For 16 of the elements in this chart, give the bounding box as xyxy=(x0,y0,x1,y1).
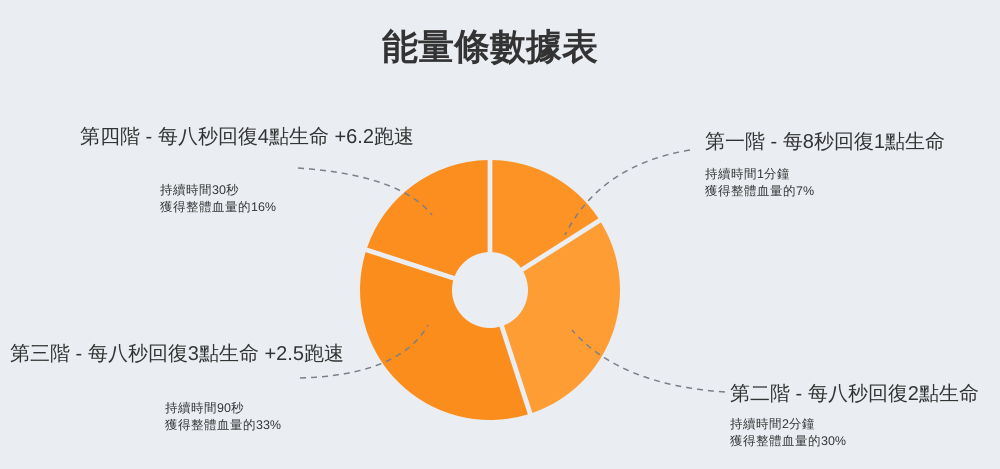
slice-label: 第一階 - 每8秒回復1點生命 xyxy=(705,131,946,153)
donut-slice xyxy=(367,160,488,276)
donut-slice xyxy=(504,222,620,413)
slice-label: 第四階 - 每八秒回復4點生命 +6.2跑速 xyxy=(80,126,414,148)
text: 獲得整體血量的30% xyxy=(730,434,846,448)
donut-slice xyxy=(492,160,598,268)
text: 持續時間90秒 xyxy=(165,401,244,415)
text: 獲得整體血量的33% xyxy=(165,418,282,432)
text: 持續時間2分鐘 xyxy=(730,417,815,431)
slice-label: 第二階 - 每八秒回復2點生命 xyxy=(730,383,979,405)
text: 持續時間30秒 xyxy=(160,183,239,197)
text: 獲得整體血量的7% xyxy=(705,184,814,198)
text: 獲得整體血量的16% xyxy=(160,200,276,214)
text: 持續時間1分鐘 xyxy=(705,167,790,181)
chart-title: 能量條數據表 xyxy=(382,26,598,67)
slice-label: 第三階 - 每八秒回復3點生命 +2.5跑速 xyxy=(10,343,344,365)
